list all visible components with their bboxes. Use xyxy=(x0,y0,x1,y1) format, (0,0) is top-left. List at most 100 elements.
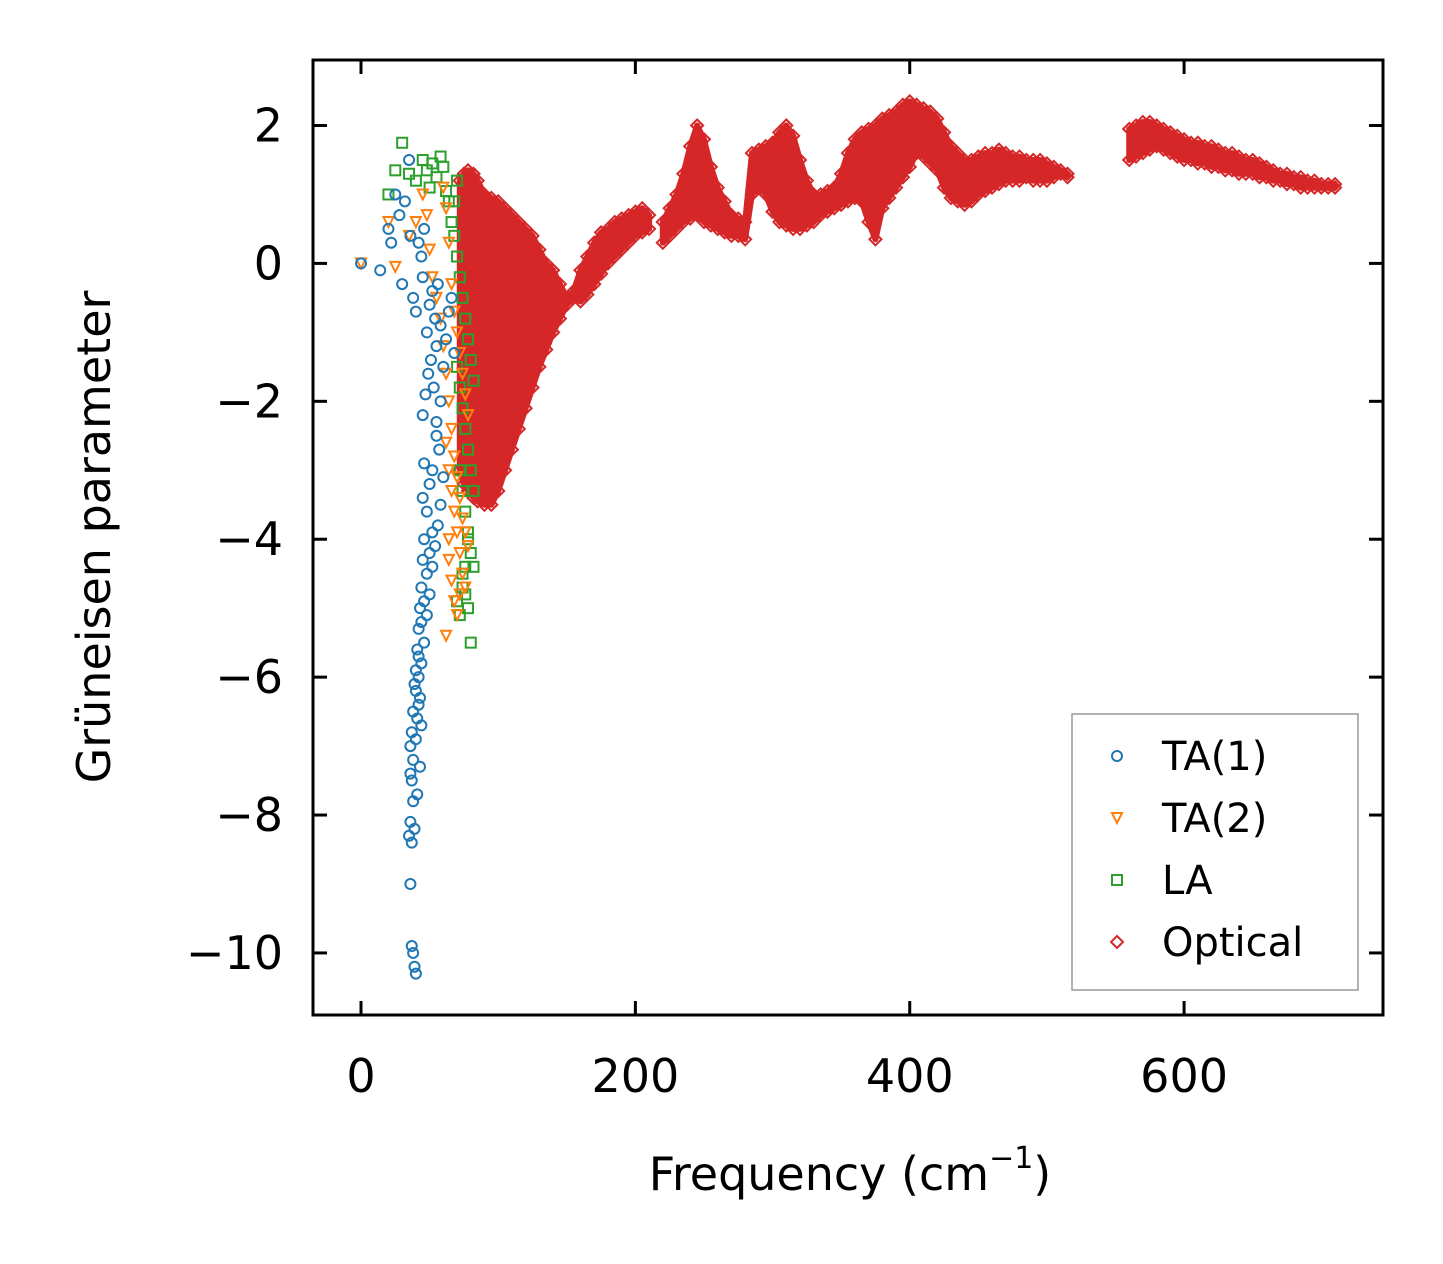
data-point xyxy=(405,836,418,849)
data-point xyxy=(416,188,430,202)
optical-point xyxy=(621,235,636,251)
data-point xyxy=(415,615,428,628)
data-point xyxy=(462,443,475,456)
data-point xyxy=(445,291,458,304)
optical-point xyxy=(868,118,883,133)
data-point xyxy=(458,526,472,540)
data-point xyxy=(416,271,429,284)
data-point xyxy=(393,209,406,222)
data-point xyxy=(442,553,456,568)
optical-point xyxy=(1142,114,1158,130)
optical-point xyxy=(1265,162,1281,178)
data-point xyxy=(453,588,467,602)
data-point xyxy=(415,719,428,732)
optical-point xyxy=(490,483,506,499)
optical-point xyxy=(545,324,561,340)
data-point xyxy=(423,181,436,194)
data-point xyxy=(467,560,480,573)
data-point xyxy=(444,484,459,499)
data-point xyxy=(415,657,428,670)
optical-point xyxy=(1149,118,1165,133)
data-point xyxy=(403,167,416,180)
optical-point xyxy=(634,200,650,216)
optical-point xyxy=(737,231,753,247)
data-point xyxy=(459,422,472,435)
data-point xyxy=(439,436,453,450)
data-point xyxy=(451,360,464,373)
data-point xyxy=(437,471,450,484)
data-point xyxy=(450,526,464,540)
optical-point xyxy=(744,187,760,202)
optical-point xyxy=(1197,156,1213,171)
data-point xyxy=(411,643,424,656)
optical-point xyxy=(586,276,602,292)
optical-point xyxy=(1286,176,1302,192)
data-point xyxy=(424,353,437,366)
x-tick-label: 600 xyxy=(1140,1049,1228,1103)
optical-point xyxy=(833,197,849,213)
data-point xyxy=(398,195,411,208)
optical-point xyxy=(579,287,595,302)
y-tick-label: −4 xyxy=(215,512,283,566)
axis-ticks xyxy=(313,60,1383,1015)
optical-point xyxy=(1012,173,1027,189)
optical-point xyxy=(922,156,938,171)
data-point xyxy=(407,753,420,766)
optical-point xyxy=(1046,159,1062,175)
optical-point xyxy=(888,180,904,195)
optical-point xyxy=(545,262,561,278)
data-point xyxy=(415,581,428,594)
optical-point xyxy=(765,204,780,220)
data-point xyxy=(464,547,477,560)
optical-point xyxy=(531,359,547,375)
data-point xyxy=(450,326,464,340)
data-point xyxy=(415,250,428,263)
data-point xyxy=(381,216,396,230)
optical-point xyxy=(970,149,986,164)
optical-point xyxy=(662,200,678,216)
optical-point xyxy=(717,193,732,209)
data-point xyxy=(455,567,470,581)
data-point xyxy=(447,450,461,464)
optical-point xyxy=(497,200,513,216)
data-point xyxy=(420,505,433,518)
data-point xyxy=(425,271,439,285)
optical-point xyxy=(682,211,698,227)
optical-point xyxy=(518,221,534,237)
data-point xyxy=(404,767,417,780)
optical-point xyxy=(1046,169,1062,185)
data-point xyxy=(462,602,475,615)
optical-point xyxy=(1032,152,1048,168)
legend-marker xyxy=(1111,874,1123,886)
data-point xyxy=(388,260,402,275)
optical-point xyxy=(1156,142,1171,158)
optical-point xyxy=(1306,173,1322,189)
optical-point xyxy=(998,145,1014,161)
optical-point xyxy=(600,221,616,237)
data-point xyxy=(408,960,421,973)
data-point xyxy=(403,153,416,166)
legend-item: TA(1) xyxy=(1111,734,1267,780)
data-point xyxy=(414,691,426,704)
optical-point xyxy=(874,200,890,216)
optical-point xyxy=(552,311,568,326)
optical-point xyxy=(525,380,540,395)
optical-point xyxy=(573,262,588,278)
optical-point xyxy=(909,97,925,113)
optical-point xyxy=(607,249,623,264)
optical-point xyxy=(820,204,835,220)
optical-point xyxy=(1012,149,1027,164)
optical-point xyxy=(655,235,671,251)
optical-point xyxy=(614,242,630,258)
x-tick-label: 200 xyxy=(591,1049,679,1103)
optical-band xyxy=(456,167,653,508)
optical-point xyxy=(634,224,650,240)
optical-point xyxy=(1169,149,1185,164)
data-point xyxy=(408,822,421,835)
optical-point xyxy=(504,207,520,223)
data-point xyxy=(453,347,467,361)
optical-point xyxy=(826,180,842,195)
optical-point xyxy=(525,228,540,244)
optical-point xyxy=(964,193,979,209)
